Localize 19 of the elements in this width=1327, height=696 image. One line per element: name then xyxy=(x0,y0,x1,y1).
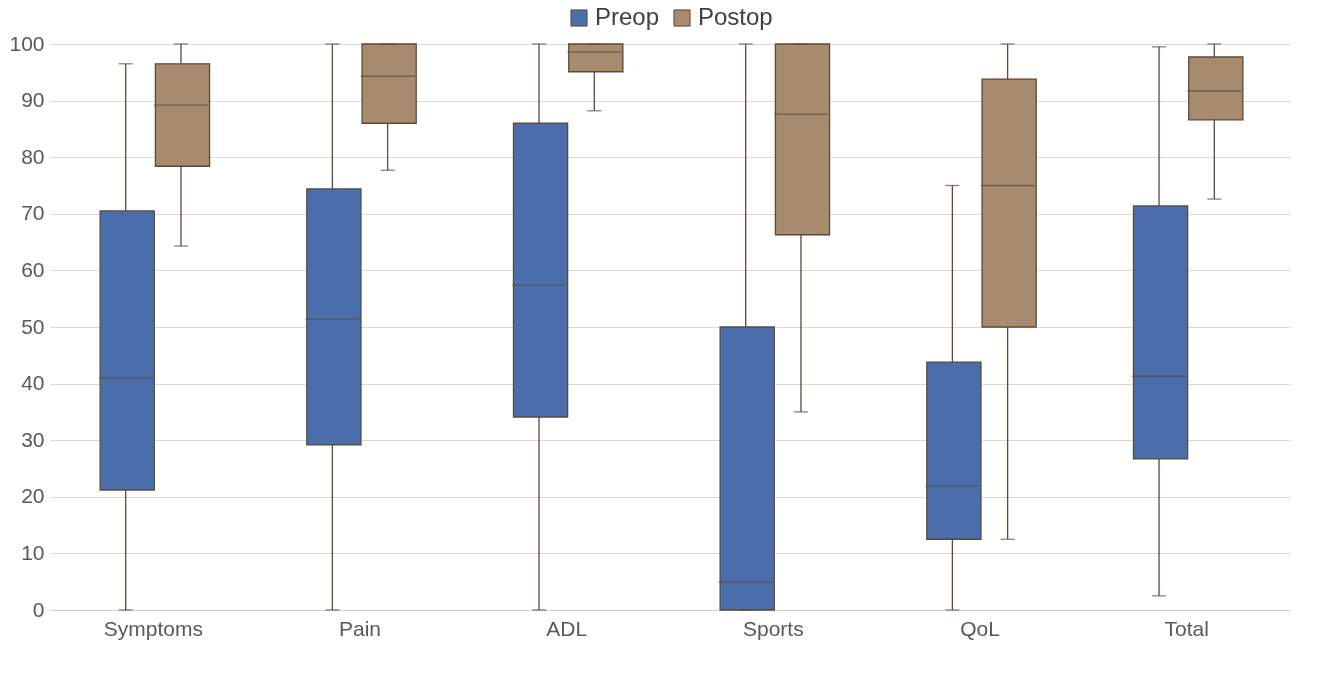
y-tick-label: 40 xyxy=(21,371,45,395)
legend-label: Postop xyxy=(698,3,773,30)
y-tick-label: 90 xyxy=(21,88,45,112)
legend-label: Preop xyxy=(595,3,660,30)
y-tick-label: 30 xyxy=(21,427,45,451)
y-tick-label: 50 xyxy=(21,314,45,338)
x-tick-label: Sports xyxy=(742,616,804,640)
x-tick-label: Total xyxy=(1164,616,1209,640)
y-tick-label: 20 xyxy=(21,484,45,508)
y-tick-label: 100 xyxy=(9,31,45,55)
y-tick-label: 0 xyxy=(32,597,45,621)
x-tick-label: QoL xyxy=(960,616,1000,640)
y-tick-label: 70 xyxy=(21,201,45,225)
x-tick-label: Pain xyxy=(338,616,382,640)
x-tick-label: Symptoms xyxy=(103,616,203,640)
y-tick-label: 60 xyxy=(21,257,45,281)
x-tick-label: ADL xyxy=(546,616,588,640)
y-tick-label: 10 xyxy=(21,540,45,564)
y-tick-label: 80 xyxy=(21,144,45,168)
